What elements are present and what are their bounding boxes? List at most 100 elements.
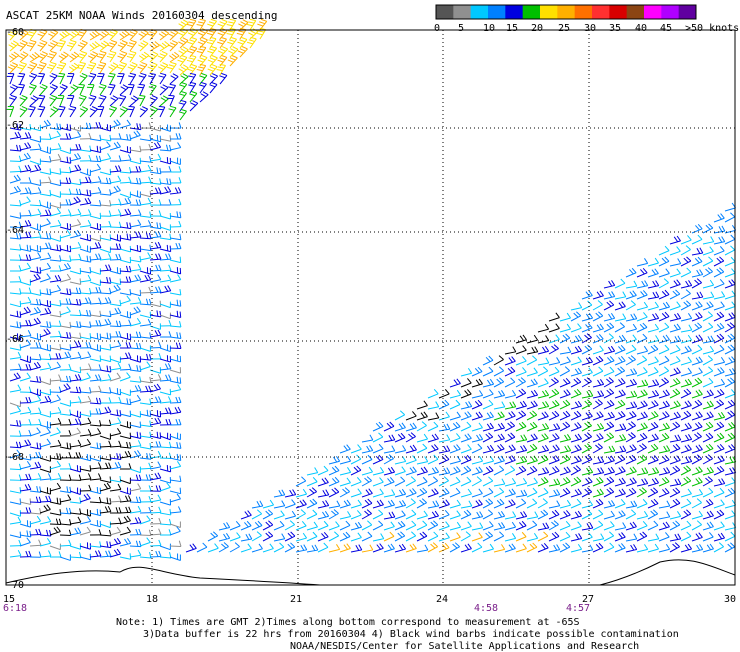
wind-barb xyxy=(461,422,471,431)
wind-barb xyxy=(615,543,625,552)
wind-barb xyxy=(714,389,724,398)
wind-barb xyxy=(692,248,703,255)
wind-barb xyxy=(60,167,71,173)
wind-barb xyxy=(80,209,91,216)
wind-barb xyxy=(90,509,101,516)
wind-barb xyxy=(200,92,208,102)
wind-barb xyxy=(160,286,171,293)
wind-barb xyxy=(395,544,406,552)
wind-barb xyxy=(263,510,273,519)
wind-barb xyxy=(483,356,493,365)
wind-barb xyxy=(428,467,439,475)
wind-barb xyxy=(615,378,625,387)
wind-barb xyxy=(472,423,483,431)
wind-barb xyxy=(703,455,713,464)
wind-barb xyxy=(494,488,504,497)
wind-barb xyxy=(120,373,130,381)
wind-barb xyxy=(170,187,181,194)
wind-barb xyxy=(560,390,570,398)
wind-barb xyxy=(70,85,78,95)
wind-barb xyxy=(494,402,505,409)
wind-barb xyxy=(80,516,91,524)
wind-barb xyxy=(59,52,69,62)
wind-barb xyxy=(450,533,460,541)
wind-barb xyxy=(395,511,405,519)
wind-barb xyxy=(692,533,702,541)
wind-barb xyxy=(395,445,406,453)
wind-barb xyxy=(70,367,81,373)
wind-barb xyxy=(604,477,614,486)
wind-barb xyxy=(40,300,51,307)
wind-barb xyxy=(351,445,361,453)
wind-barb xyxy=(604,422,614,431)
wind-barb xyxy=(160,186,171,194)
wind-barb xyxy=(150,242,161,249)
wind-barb xyxy=(516,466,526,475)
wind-barb xyxy=(725,532,735,541)
wind-barb xyxy=(604,291,615,299)
wind-barb xyxy=(70,242,81,249)
wind-barb xyxy=(681,532,691,541)
wind-barb xyxy=(100,200,111,206)
wind-barb xyxy=(648,357,658,365)
wind-barb xyxy=(90,320,101,326)
wind-barb xyxy=(692,357,702,365)
wind-barb xyxy=(197,46,206,57)
wind-barb xyxy=(100,387,111,393)
wind-barb xyxy=(100,288,111,294)
wind-barb xyxy=(637,356,647,365)
wind-barb xyxy=(30,274,40,282)
wind-barb xyxy=(670,401,680,409)
wind-barb xyxy=(30,245,41,252)
wind-barb xyxy=(659,532,669,541)
wind-barb xyxy=(107,51,116,62)
wind-barb xyxy=(571,422,581,431)
wind-barb xyxy=(494,479,505,486)
wind-barb xyxy=(505,466,515,475)
wind-barb xyxy=(626,467,636,475)
wind-barb xyxy=(140,354,151,360)
wind-barb xyxy=(20,507,31,513)
wind-barb xyxy=(30,389,40,396)
wind-barb xyxy=(179,65,189,75)
wind-barb xyxy=(30,299,41,305)
wind-barb xyxy=(69,106,76,117)
wind-barb xyxy=(725,257,735,266)
wind-barb xyxy=(549,532,559,541)
wind-barb xyxy=(703,268,713,277)
wind-barb xyxy=(197,19,206,30)
wind-barb xyxy=(127,40,136,51)
wind-barb xyxy=(170,407,181,414)
wind-barb xyxy=(571,511,582,519)
wind-barb xyxy=(494,499,504,508)
wind-barb xyxy=(130,497,141,503)
wind-barb xyxy=(30,267,41,274)
wind-barb xyxy=(406,544,416,552)
wind-barb xyxy=(110,165,121,172)
wind-barb xyxy=(725,389,735,398)
wind-barb xyxy=(681,335,692,343)
wind-barb xyxy=(130,290,141,296)
wind-barb xyxy=(725,213,735,222)
wind-barb xyxy=(70,299,81,305)
wind-barb xyxy=(120,527,131,535)
wind-barb xyxy=(10,510,21,516)
wind-barb xyxy=(140,107,148,117)
wind-barb xyxy=(703,488,713,497)
wind-barb xyxy=(461,445,471,453)
wind-barb xyxy=(681,379,692,387)
wind-barb xyxy=(100,247,110,253)
wind-barb xyxy=(637,268,647,277)
wind-barb xyxy=(160,519,171,525)
wind-barb xyxy=(40,177,51,183)
wind-barb xyxy=(351,522,362,530)
wind-barb xyxy=(637,412,647,420)
wind-barb xyxy=(160,178,171,184)
wind-barb xyxy=(40,550,51,557)
wind-barb xyxy=(516,411,526,420)
wind-barb xyxy=(60,463,71,469)
wind-barb xyxy=(120,433,131,439)
wind-barb xyxy=(40,473,51,480)
wind-barb xyxy=(659,445,670,453)
